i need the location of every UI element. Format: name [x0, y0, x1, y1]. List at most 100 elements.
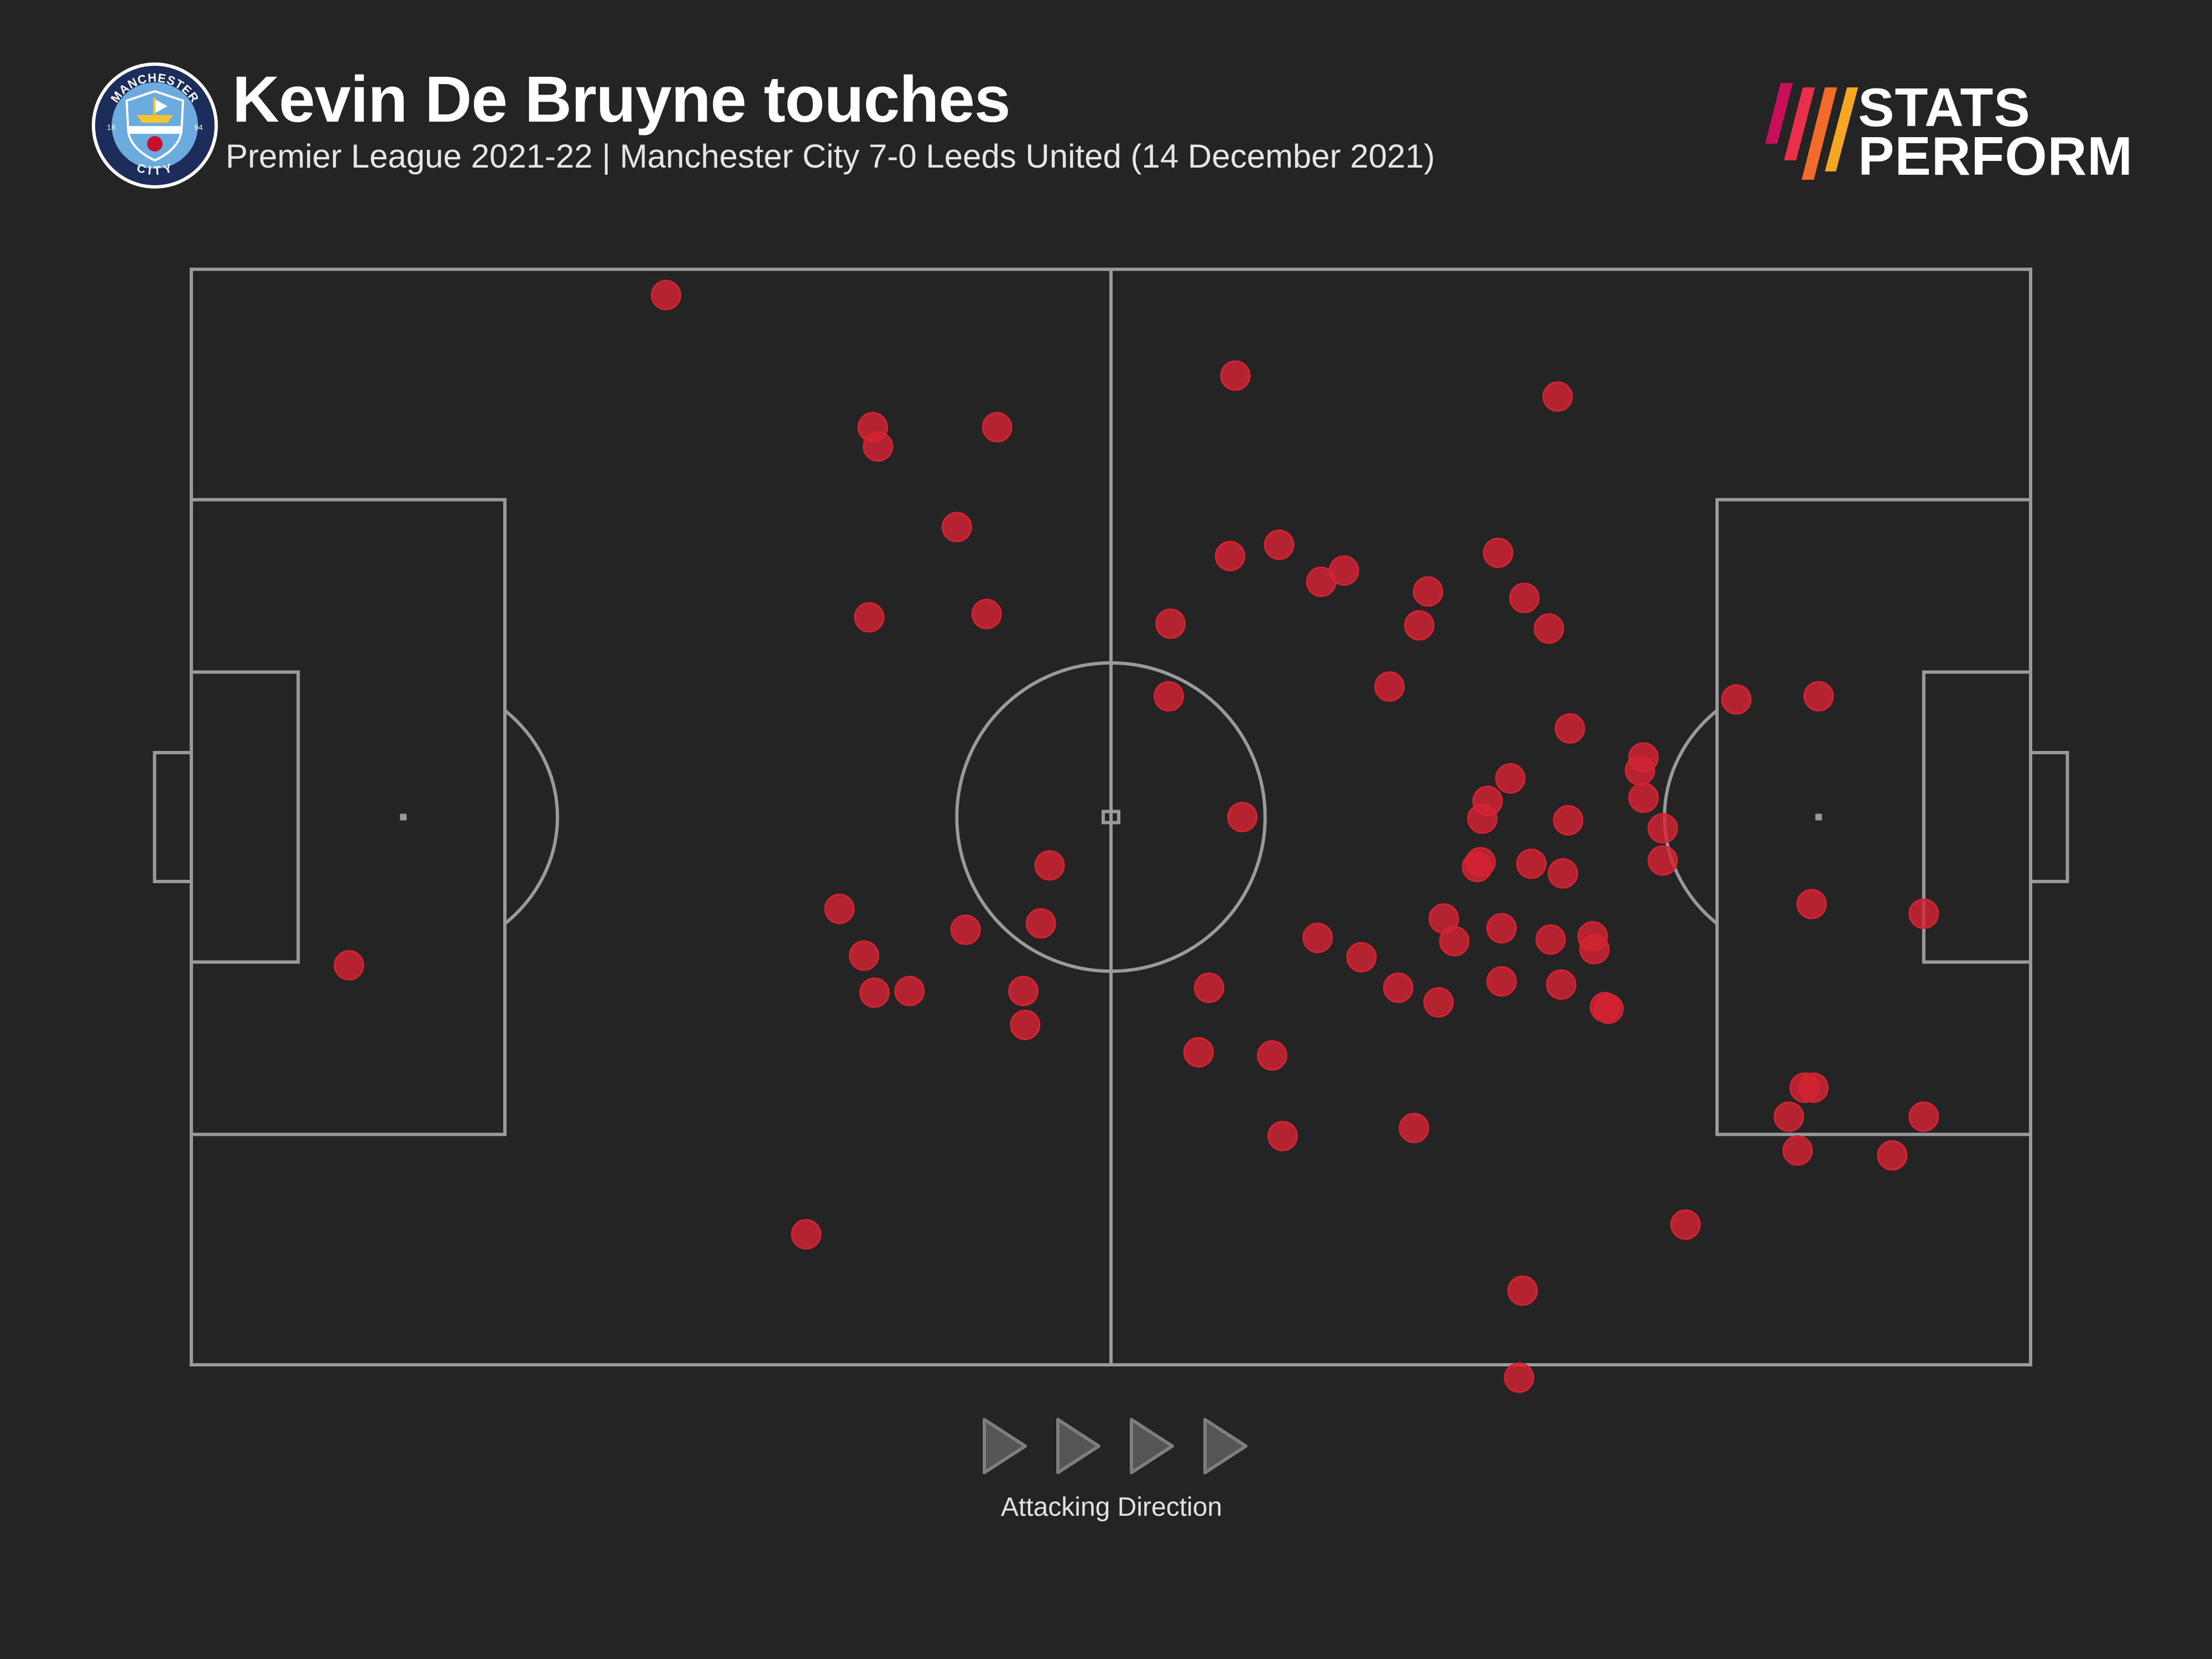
touch-point [1227, 802, 1258, 832]
left-penalty-spot [400, 813, 407, 821]
touch-point [1008, 975, 1039, 1006]
touch-point [1647, 845, 1678, 876]
touch-point [1625, 755, 1656, 786]
touch-point [1374, 671, 1405, 702]
touch-point [1495, 763, 1526, 794]
touch-point [1533, 613, 1564, 644]
touch-points [333, 280, 1939, 1393]
touch-point [791, 1219, 822, 1250]
touch-point [1423, 987, 1454, 1018]
triangle-right-icon [1203, 1418, 1248, 1474]
triangle-right-icon [1056, 1418, 1100, 1474]
touch-point [1542, 381, 1573, 412]
touch-point [1773, 1101, 1804, 1132]
touch-point [1346, 942, 1377, 973]
touch-point [971, 598, 1002, 629]
touch-point [1267, 1120, 1298, 1151]
touch-point [1306, 566, 1337, 597]
centre-spot [1102, 810, 1120, 825]
centre-circle [955, 661, 1267, 973]
touch-point [1404, 610, 1435, 641]
touch-point [1302, 922, 1333, 953]
crest-year-right: 94 [194, 123, 203, 132]
touch-point [1908, 1101, 1939, 1132]
touch-point [1264, 529, 1295, 560]
touch-point [1908, 898, 1939, 929]
chart-title: Kevin De Bruyne touches [232, 63, 1010, 136]
triangle-right-icon [1130, 1418, 1174, 1474]
touch-point [1183, 1037, 1214, 1068]
attacking-direction-label: Attacking Direction [1000, 1493, 1223, 1522]
touch-point [1647, 813, 1678, 844]
touch-point [1467, 803, 1498, 834]
touch-point [333, 950, 364, 981]
touch-point [854, 602, 885, 633]
header: 18 94 MANCHESTER CITY Kevin De Bruyne to… [0, 0, 2212, 232]
touch-point [950, 914, 981, 945]
touch-point [1803, 681, 1834, 712]
touch-point [1483, 538, 1514, 568]
manchester-city-crest-icon: 18 94 MANCHESTER CITY [92, 62, 218, 189]
touch-point [1193, 972, 1224, 1003]
touch-point [1256, 1040, 1287, 1071]
brand-line-1: STATS [1858, 77, 2031, 138]
touch-point [1628, 782, 1659, 813]
left-penalty-arc [504, 709, 559, 925]
right-six-yard-box [1922, 670, 2032, 964]
touch-point [1383, 972, 1413, 1003]
crest-year-left: 18 [107, 123, 116, 132]
touch-point [1034, 850, 1065, 881]
left-six-yard-box [190, 670, 300, 964]
touch-point [1010, 1009, 1041, 1040]
touch-point [650, 280, 681, 311]
touch-point [1486, 966, 1517, 997]
touch-point [1507, 1275, 1538, 1306]
touch-point [859, 977, 890, 1008]
touch-point [1155, 608, 1186, 639]
touch-point [1509, 582, 1540, 613]
right-goal [2029, 750, 2069, 884]
left-goal [153, 750, 194, 884]
right-penalty-area [1715, 498, 2032, 1136]
touch-point [1796, 889, 1827, 920]
touch-point [1546, 969, 1577, 1000]
touch-point [941, 512, 972, 542]
stats-perform-slashes-icon [1765, 83, 1858, 180]
touch-point [1547, 858, 1578, 889]
right-penalty-spot [1815, 813, 1822, 821]
touch-point [1721, 684, 1752, 715]
touch-point [1782, 1135, 1813, 1166]
touch-point [1553, 805, 1584, 836]
touch-point [1593, 993, 1624, 1024]
touch-point [824, 894, 855, 925]
touch-point [1412, 576, 1443, 607]
touch-point [863, 431, 894, 462]
touch-point [1535, 924, 1566, 955]
brand-line-2: PERFORM [1858, 126, 2133, 186]
touch-point [1025, 908, 1056, 939]
touch-point [1462, 852, 1493, 883]
touch-point [1554, 713, 1585, 744]
touch-point [1154, 681, 1185, 712]
touch-point [1877, 1140, 1908, 1171]
left-penalty-area [190, 498, 507, 1136]
touch-point [1670, 1209, 1701, 1240]
pitch-lines [153, 268, 2069, 1366]
triangle-right-icon [983, 1418, 1027, 1474]
touch-point [848, 940, 879, 971]
attacking-direction-arrows [983, 1418, 1248, 1474]
touch-point [894, 975, 925, 1006]
touch-point [1486, 913, 1517, 944]
touch-point [1577, 921, 1608, 952]
touch-point [1798, 1072, 1829, 1103]
touch-point [1220, 360, 1251, 391]
touch-point [1516, 848, 1547, 879]
stats-perform-wordmark: STATS PERFORM [1858, 77, 2133, 186]
touch-point [1428, 903, 1459, 934]
chart-subtitle: Premier League 2021-22 | Manchester City… [226, 138, 1435, 175]
touch-point [982, 411, 1013, 442]
touch-point [1399, 1113, 1430, 1144]
touch-point [1504, 1362, 1535, 1393]
stats-perform-logo: STATS PERFORM [1764, 77, 2140, 188]
